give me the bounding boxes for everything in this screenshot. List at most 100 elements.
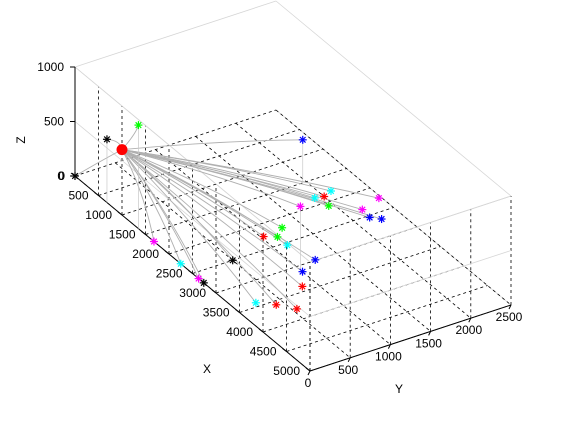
data-point — [326, 187, 335, 196]
connection-line — [121, 149, 382, 220]
connection-line — [121, 149, 234, 261]
box-edge — [74, 0, 277, 68]
x-tick-label: 1500 — [109, 228, 136, 242]
x-tick-mark — [164, 250, 170, 255]
data-point — [298, 282, 307, 291]
data-point — [311, 255, 320, 264]
z-tick-label: 1000 — [37, 60, 64, 74]
connection-line — [121, 139, 303, 151]
data-point — [377, 215, 386, 224]
data-point — [176, 259, 185, 268]
y-tick-mark — [347, 357, 351, 363]
data-point — [259, 232, 268, 241]
floor-grid-x — [168, 187, 371, 255]
y-tick-mark — [508, 304, 512, 310]
x-tick-mark — [211, 289, 217, 294]
x-tick-label: 1000 — [85, 208, 112, 222]
data-point — [324, 201, 333, 210]
x-tick-label: 3500 — [203, 306, 230, 320]
connection-line — [121, 149, 283, 229]
y-tick-mark — [387, 344, 391, 349]
x-tick-mark — [94, 192, 99, 196]
connection-line — [121, 149, 363, 211]
x-tick-label: 0 — [58, 169, 65, 183]
data-point — [194, 274, 203, 283]
x-tick-mark — [117, 211, 123, 216]
connection-line — [121, 149, 316, 261]
y-tick-mark — [428, 331, 432, 336]
axis-labels: X Y Z — [14, 136, 403, 396]
data-point — [292, 304, 301, 313]
data-point — [273, 232, 282, 241]
data-point — [358, 205, 367, 214]
connection-line — [121, 149, 155, 242]
data-point — [149, 237, 158, 246]
x-tick-label: 5000 — [273, 364, 300, 378]
floor-grid-x — [192, 207, 394, 274]
y-tick-label: 2500 — [496, 310, 523, 324]
data-point — [102, 135, 111, 144]
y-tick-label: 500 — [338, 363, 358, 377]
x-tick-mark — [305, 367, 311, 372]
y-tick-label: 1000 — [375, 350, 402, 364]
data-point — [251, 298, 260, 307]
connection-line — [121, 149, 303, 273]
z-tick-label: 500 — [44, 115, 64, 129]
floor-grid-x — [286, 285, 488, 352]
data-point — [278, 223, 287, 232]
x-tick-label: 2000 — [132, 247, 159, 261]
stem-lines — [106, 125, 304, 272]
floor-grid-x — [74, 109, 277, 177]
data-points — [71, 121, 386, 313]
y-axis-line — [309, 304, 512, 372]
connection-line — [121, 149, 301, 207]
tick-labels: 0500100015002000250030003500400045005000… — [37, 60, 522, 390]
floor-grid-x — [239, 246, 441, 313]
x-axis-label: X — [203, 362, 211, 376]
wall-grid-z — [309, 250, 512, 317]
connection-line — [121, 149, 298, 310]
y-tick-label: 0 — [305, 376, 312, 390]
wall-grid-z — [309, 195, 512, 263]
connection-line — [121, 149, 325, 197]
data-point — [310, 193, 319, 202]
data-point — [296, 202, 305, 211]
y-tick-label: 1500 — [415, 336, 442, 350]
y-tick-label: 2000 — [455, 323, 482, 337]
x-tick-mark — [258, 328, 264, 333]
x-tick-mark — [141, 231, 146, 235]
z-tick-label: 0 — [57, 169, 64, 183]
data-point — [134, 121, 143, 130]
x-tick-mark — [188, 270, 193, 274]
floor-grid-y — [235, 122, 472, 319]
data-point — [283, 241, 292, 250]
data-point — [365, 213, 374, 222]
data-point — [298, 267, 307, 276]
y-axis-label: Y — [395, 382, 403, 396]
connection-line — [121, 149, 257, 304]
box-edge — [275, 0, 512, 197]
x-tick-mark — [235, 309, 240, 313]
sink-node — [116, 144, 128, 156]
data-point — [320, 192, 329, 201]
x-tick-label: 4000 — [226, 325, 253, 339]
y-tick-mark — [468, 317, 472, 323]
connection-line — [121, 149, 205, 284]
floor-grid-x — [121, 148, 324, 216]
data-point — [272, 300, 281, 309]
x-tick-label: 500 — [68, 189, 88, 203]
z-axis-label: Z — [14, 136, 28, 143]
connection-line — [121, 149, 303, 287]
floor-grid-y — [275, 109, 512, 306]
connection-line — [121, 149, 379, 199]
x-tick-label: 4500 — [250, 345, 277, 359]
y-tick-mark — [307, 370, 311, 376]
data-point — [228, 256, 237, 265]
connection-lines — [74, 124, 382, 310]
data-point — [374, 194, 383, 203]
data-point — [298, 135, 307, 144]
x-tick-mark — [282, 348, 287, 352]
x-tick-label: 2500 — [156, 267, 183, 281]
